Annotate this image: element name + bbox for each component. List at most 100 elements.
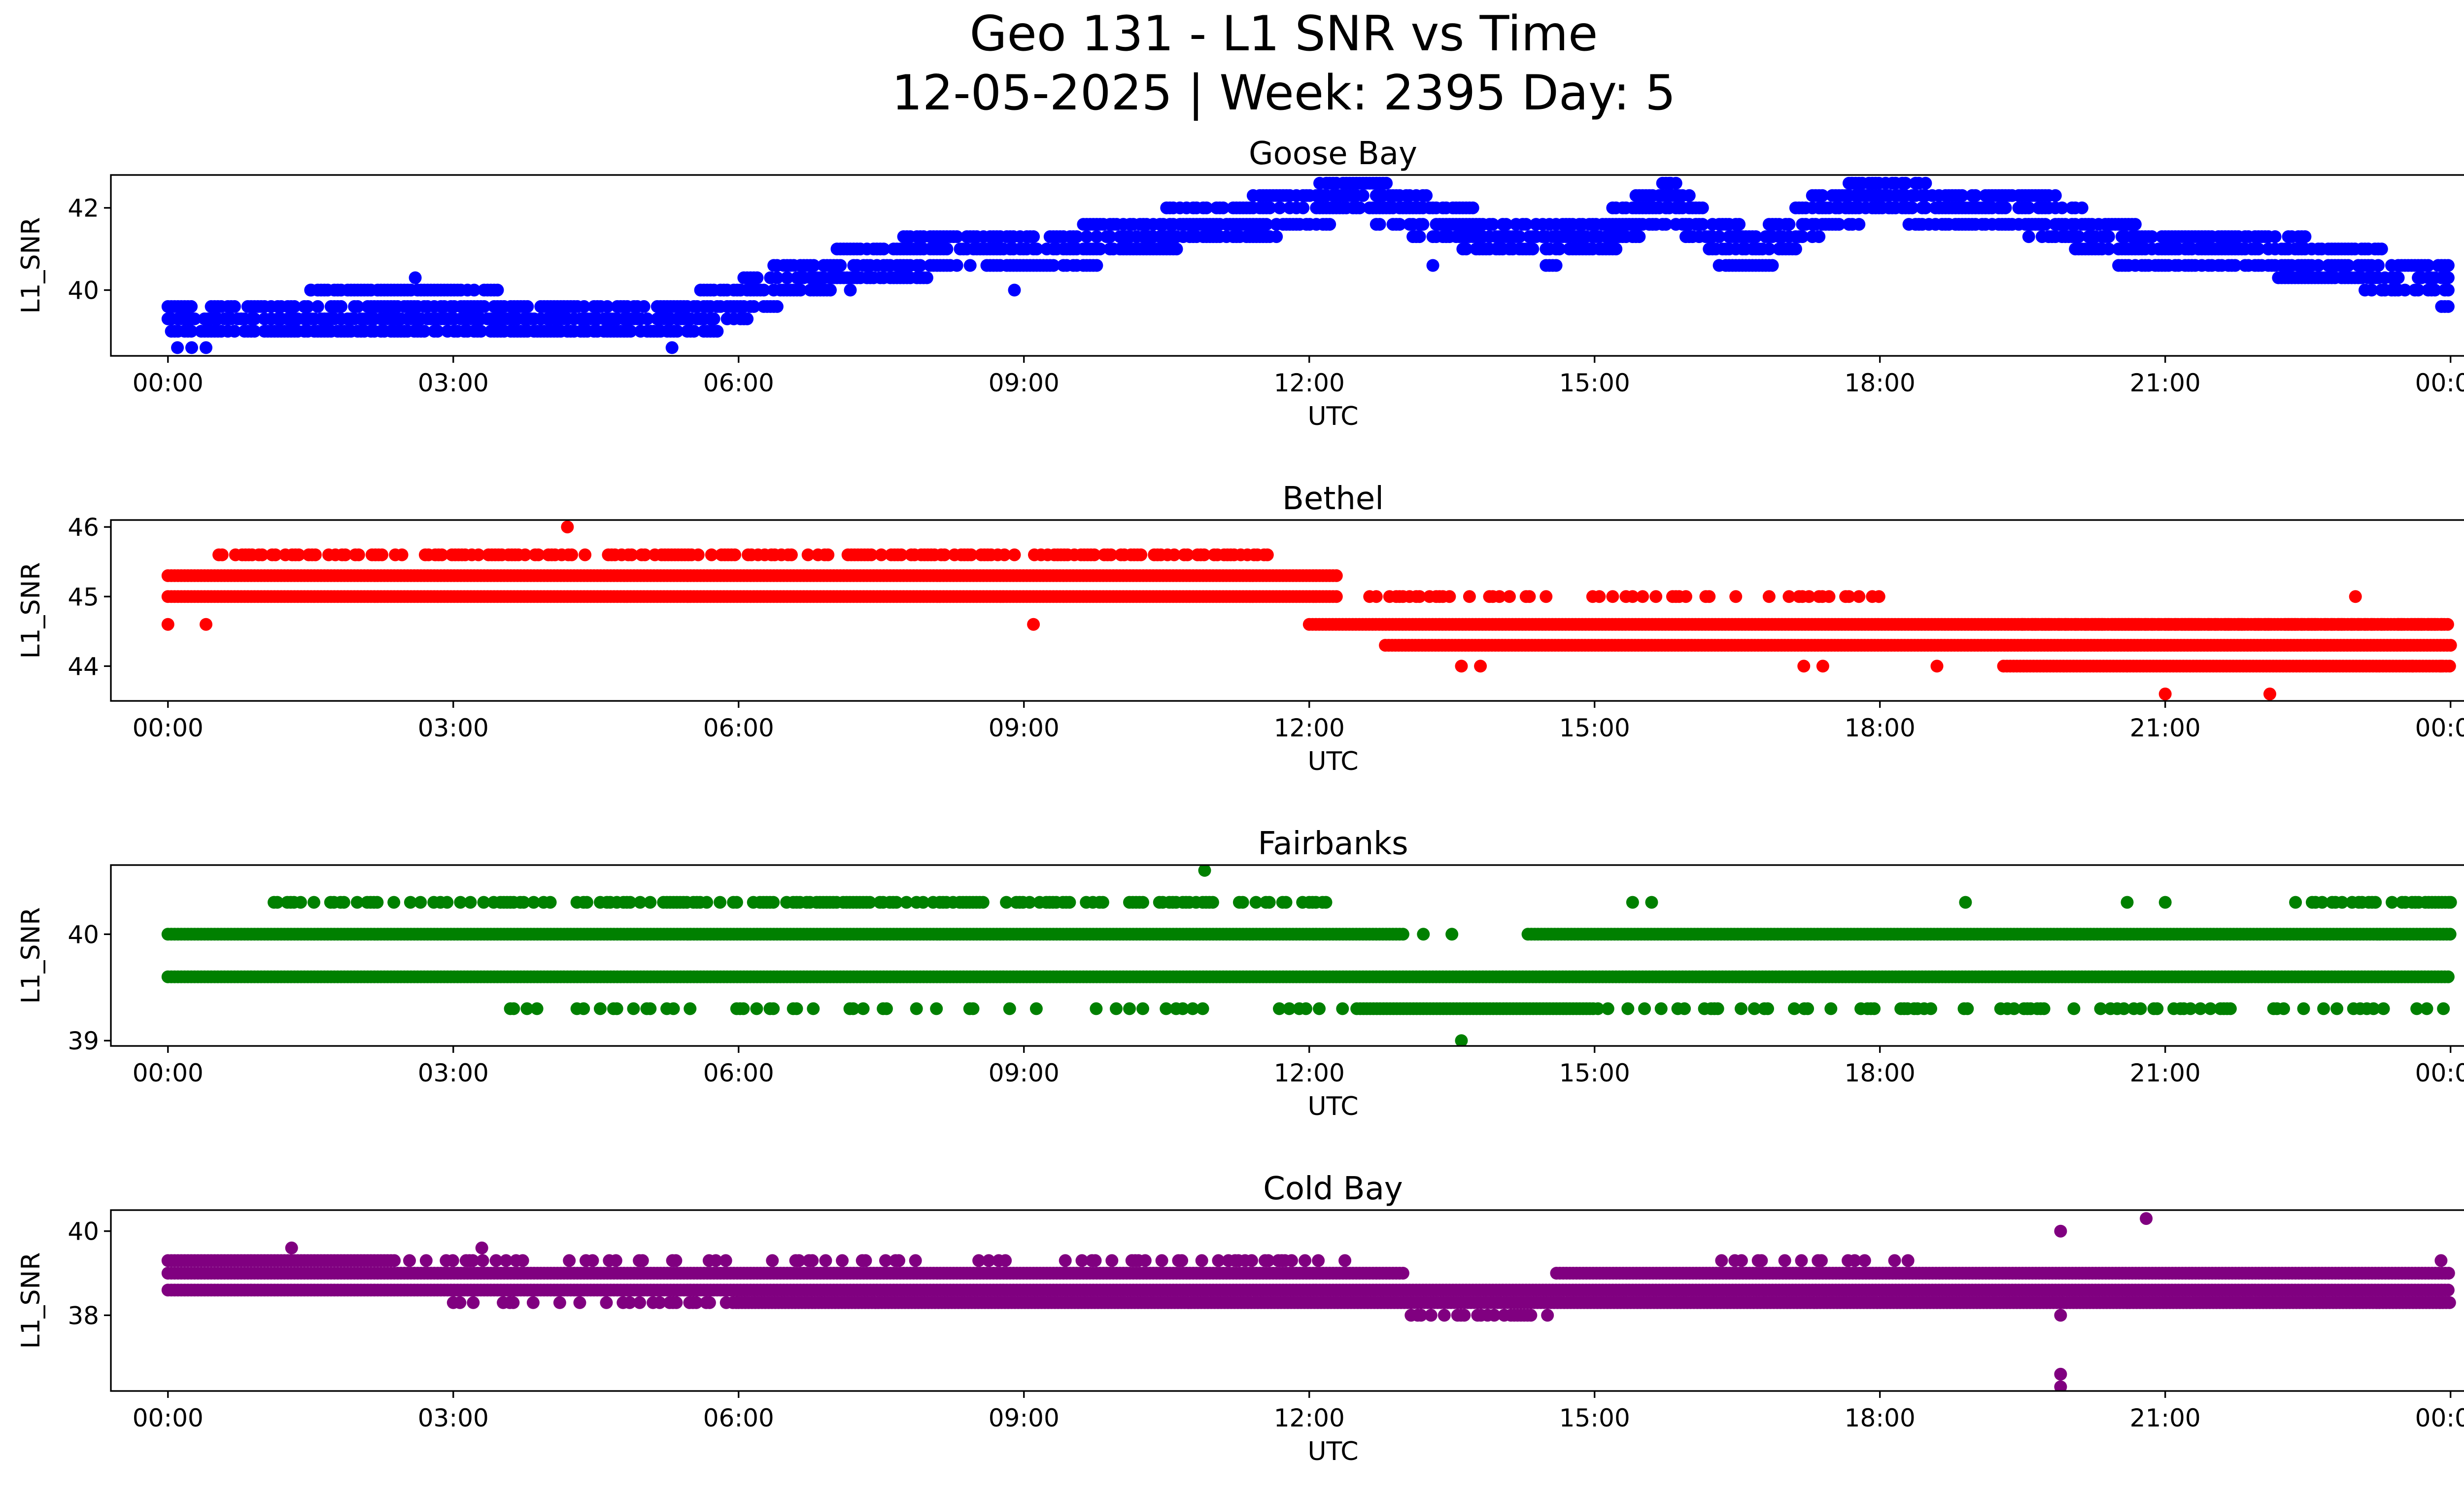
data-point bbox=[2022, 201, 2035, 214]
data-point bbox=[1373, 218, 1386, 231]
data-point bbox=[1822, 590, 1836, 603]
data-point bbox=[1872, 590, 1885, 603]
data-point bbox=[1626, 590, 1639, 603]
data-point bbox=[292, 548, 306, 561]
data-point bbox=[2375, 243, 2388, 256]
figure-title-line1: Geo 131 - L1 SNR vs Time bbox=[970, 6, 1598, 62]
x-axis-label: UTC bbox=[1307, 402, 1358, 431]
data-point bbox=[865, 548, 878, 561]
outlier-point bbox=[1426, 259, 1439, 272]
data-point bbox=[294, 896, 307, 909]
data-point bbox=[2375, 618, 2389, 631]
outlier-point bbox=[1845, 176, 1858, 190]
data-point bbox=[2441, 970, 2455, 983]
data-point bbox=[625, 548, 638, 561]
data-point bbox=[938, 548, 951, 561]
data-point bbox=[435, 548, 448, 561]
data-point bbox=[1782, 218, 1796, 231]
data-point bbox=[1703, 590, 1716, 603]
data-point bbox=[687, 325, 701, 338]
data-point bbox=[1104, 548, 1118, 561]
data-point bbox=[1733, 218, 1746, 231]
data-point bbox=[2298, 230, 2312, 243]
data-point bbox=[1762, 590, 1776, 603]
data-point bbox=[2392, 271, 2405, 284]
data-point bbox=[1090, 230, 1103, 243]
outlier-point bbox=[171, 341, 184, 354]
data-point bbox=[185, 325, 198, 338]
data-point bbox=[1200, 201, 1213, 214]
data-point bbox=[1999, 201, 2012, 214]
data-point bbox=[940, 243, 954, 256]
data-point bbox=[637, 300, 650, 313]
data-point bbox=[301, 300, 314, 313]
data-point bbox=[963, 259, 977, 272]
x-tick-label: 12:00 bbox=[1274, 714, 1345, 742]
x-tick-label: 12:00 bbox=[1274, 369, 1345, 397]
data-point bbox=[1955, 189, 1969, 202]
data-point bbox=[638, 548, 651, 561]
x-tick-label: 15:00 bbox=[1559, 714, 1630, 742]
data-point bbox=[1261, 548, 1274, 561]
data-point bbox=[844, 283, 857, 297]
data-point bbox=[376, 548, 388, 561]
data-point bbox=[2398, 283, 2412, 297]
outlier-point bbox=[200, 341, 212, 354]
data-point bbox=[2444, 639, 2457, 652]
data-point bbox=[1609, 243, 1623, 256]
data-point bbox=[1416, 218, 1430, 231]
data-point bbox=[807, 259, 821, 272]
y-tick-label: 44 bbox=[68, 652, 99, 681]
data-point bbox=[1270, 230, 1283, 243]
data-point bbox=[2192, 618, 2206, 631]
data-point bbox=[1593, 590, 1606, 603]
outlier-point bbox=[2434, 660, 2448, 673]
data-point bbox=[521, 300, 534, 313]
data-point bbox=[565, 548, 579, 561]
data-point bbox=[1396, 928, 1409, 941]
data-point bbox=[2096, 618, 2109, 631]
data-point bbox=[1217, 201, 1230, 214]
data-point bbox=[1027, 230, 1040, 243]
data-point bbox=[2365, 283, 2378, 297]
data-point bbox=[1729, 590, 1743, 603]
data-point bbox=[1170, 243, 1183, 256]
data-point bbox=[1636, 590, 1649, 603]
data-point bbox=[1181, 548, 1194, 561]
data-point bbox=[2443, 928, 2457, 941]
data-point bbox=[271, 896, 284, 909]
data-point bbox=[2252, 243, 2265, 256]
x-tick-label: 21:00 bbox=[2130, 714, 2201, 742]
data-point bbox=[491, 283, 504, 297]
data-point bbox=[1380, 176, 1393, 190]
data-point bbox=[2145, 230, 2158, 243]
data-point bbox=[757, 283, 770, 297]
x-tick-label: 03:00 bbox=[418, 369, 489, 397]
data-point bbox=[794, 283, 807, 297]
y-tick-label: 45 bbox=[68, 583, 99, 611]
x-tick-label: 09:00 bbox=[989, 714, 1060, 742]
data-point bbox=[1513, 230, 1526, 243]
data-point bbox=[2102, 230, 2115, 243]
outlier-point bbox=[409, 271, 422, 284]
data-point bbox=[875, 548, 888, 561]
y-tick-label: 42 bbox=[68, 194, 99, 223]
data-point bbox=[2441, 283, 2455, 297]
data-point bbox=[1852, 590, 1866, 603]
data-point bbox=[255, 548, 269, 561]
data-point bbox=[950, 230, 963, 243]
x-tick-label: 00:00 bbox=[133, 369, 204, 397]
data-point bbox=[1969, 189, 1982, 202]
outlier-point bbox=[304, 283, 317, 297]
data-point bbox=[2102, 243, 2115, 256]
data-point bbox=[2043, 618, 2056, 631]
outlier-point bbox=[1474, 660, 1487, 673]
data-point bbox=[601, 300, 614, 313]
data-point bbox=[311, 300, 324, 313]
x-tick-label: 18:00 bbox=[1845, 369, 1916, 397]
outlier-point bbox=[200, 618, 212, 631]
data-point bbox=[1134, 548, 1148, 561]
data-point bbox=[1297, 201, 1310, 214]
